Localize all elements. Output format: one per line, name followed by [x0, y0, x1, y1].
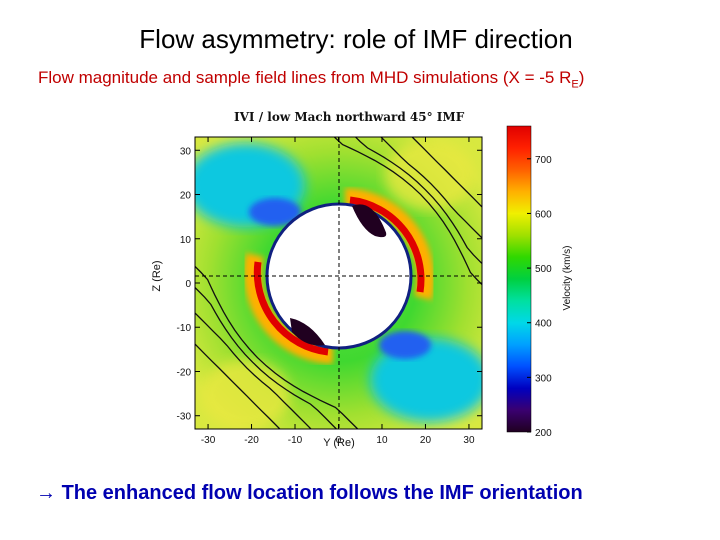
field-line [380, 137, 482, 239]
conclusion-text: → The enhanced flow location follows the… [36, 482, 583, 504]
colorbar-tick-label: 300 [535, 373, 552, 384]
low-velocity-pocket-lower [379, 331, 431, 359]
y-tick-label: 30 [180, 146, 192, 157]
y-axis-ticks: 30 20 10 0 -10 -20 -30 [177, 146, 482, 423]
colorbar-tick-label: 200 [535, 428, 552, 439]
field-line [195, 312, 312, 429]
slide-title: Flow asymmetry: role of IMF direction [139, 24, 573, 54]
x-tick-label: -20 [244, 435, 259, 446]
yellow-region-upper-right [385, 140, 475, 210]
field-line [411, 137, 482, 208]
dark-lobe-upper [352, 204, 387, 238]
y-axis-label: Z (Re) [151, 260, 163, 291]
colorbar-tick-label: 400 [535, 319, 552, 330]
colorbar-tick-label: 700 [535, 155, 552, 166]
x-tick-label: 0 [336, 435, 342, 446]
y-tick-label: 10 [180, 235, 192, 246]
field-line [195, 343, 281, 429]
slow-flow-region-lower-right [370, 338, 482, 422]
right-arrow-icon: → [36, 482, 56, 504]
low-velocity-pocket-upper [249, 198, 301, 226]
dark-lobe-lower [290, 318, 325, 346]
field-line [354, 137, 482, 265]
field-line [333, 137, 482, 286]
y-tick-label: 0 [185, 279, 191, 290]
x-axis-ticks: -30 -20 -10 0 10 20 30 [201, 137, 475, 446]
slide-subtitle: Flow magnitude and sample field lines fr… [38, 68, 585, 91]
x-tick-label: 10 [376, 435, 388, 446]
y-tick-label: -20 [177, 367, 192, 378]
heatmap-plot [195, 137, 482, 429]
field-line [195, 286, 338, 429]
y-tick-label: 20 [180, 191, 192, 202]
colorbar-tick-label: 600 [535, 209, 552, 220]
plot-title: IVI / low Mach northward 45° IMF [234, 110, 465, 124]
enhanced-flow-band-lower-left-core [253, 261, 329, 356]
x-tick-label: 20 [420, 435, 432, 446]
colorbar [506, 125, 532, 433]
x-axis-label: Y (Re) [323, 437, 355, 449]
colorbar-label: Velocity (km/s) [562, 245, 573, 310]
colorbar-tick-label: 500 [535, 264, 552, 275]
x-tick-label: -10 [288, 435, 303, 446]
x-tick-label: -30 [201, 435, 216, 446]
colorbar-ticks: 700 600 500 400 300 200 [527, 155, 552, 439]
x-tick-label: 30 [463, 435, 475, 446]
y-tick-label: -10 [177, 323, 192, 334]
enhanced-flow-band-upper-right-core [349, 196, 425, 293]
y-tick-label: -30 [177, 412, 192, 423]
field-line [195, 265, 359, 429]
field-lines [195, 137, 482, 429]
